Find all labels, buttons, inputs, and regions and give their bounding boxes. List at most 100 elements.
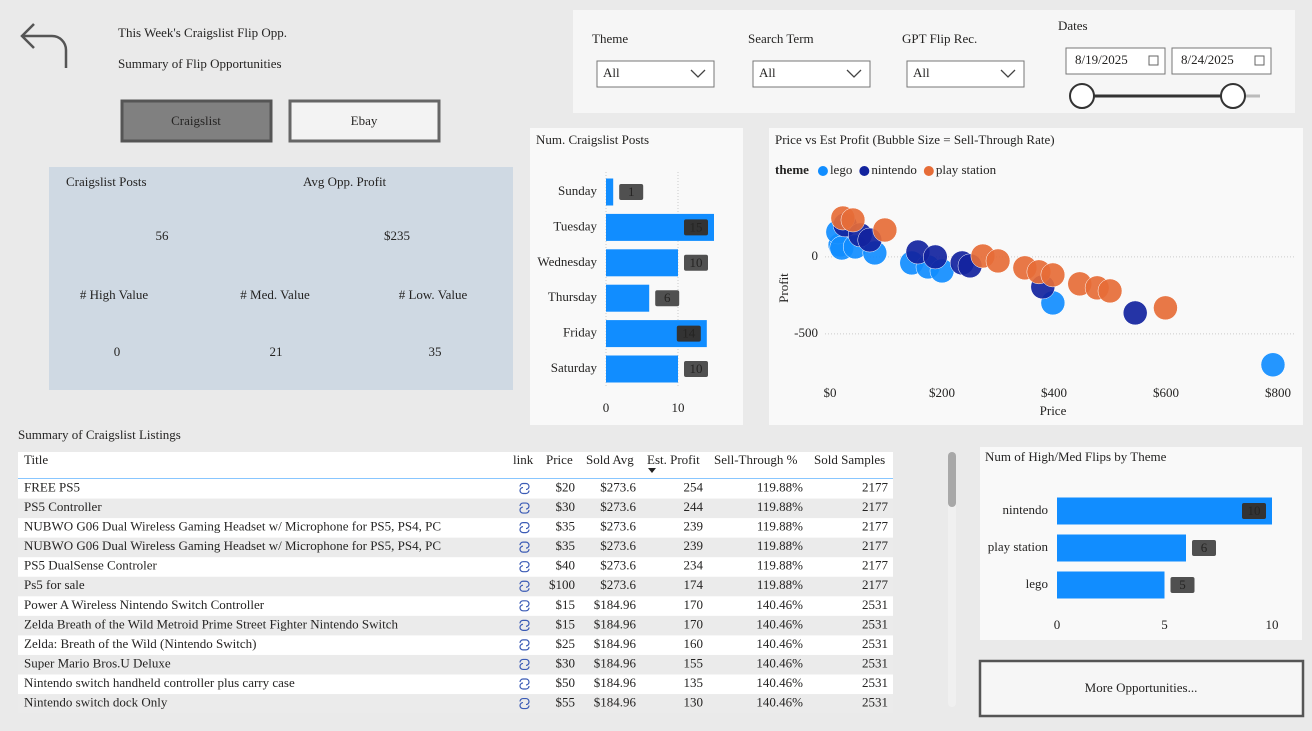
- data-label-box: [1170, 577, 1195, 593]
- x-tick-label: $0: [824, 385, 837, 400]
- category-label: Thursday: [548, 289, 598, 304]
- chevron: [1000, 69, 1016, 78]
- x-tick-label: $600: [1153, 385, 1179, 400]
- link-icon[interactable]: [519, 522, 530, 534]
- bar: [1057, 534, 1186, 562]
- row-stripe: [18, 576, 893, 597]
- link-icon[interactable]: [519, 619, 530, 631]
- column-header: Sell-Through %: [714, 452, 798, 467]
- filter-label: Theme: [592, 31, 628, 46]
- cell: 160: [684, 636, 704, 651]
- cell: NUBWO G06 Dual Wireless Gaming Headset w…: [24, 538, 441, 553]
- cell: 2531: [862, 655, 888, 670]
- cell: PS5 DualSense Controler: [24, 558, 158, 573]
- back-button[interactable]: [20, 23, 68, 68]
- tab-label: Ebay: [351, 113, 378, 128]
- cell: 155: [684, 655, 704, 670]
- cell: 140.46%: [756, 616, 803, 631]
- cell: $55: [556, 695, 576, 710]
- chevron: [690, 69, 706, 78]
- row-stripe: [18, 498, 893, 519]
- x-tick-label: 10: [672, 400, 685, 415]
- cell: 135: [684, 675, 704, 690]
- bar: [606, 178, 614, 206]
- category-label: play station: [988, 539, 1049, 554]
- kpi-value: 56: [156, 228, 170, 243]
- link-icon[interactable]: [519, 502, 530, 514]
- data-label: 14: [682, 326, 696, 341]
- link-icon[interactable]: [519, 482, 530, 495]
- cell: 170: [684, 616, 704, 631]
- bubble: [1260, 352, 1286, 378]
- cell: 2177: [862, 538, 889, 553]
- cell: 170: [684, 597, 704, 612]
- link-icon[interactable]: [519, 658, 530, 671]
- link-icon[interactable]: [519, 600, 530, 612]
- link-icon[interactable]: [519, 541, 530, 553]
- link-icon[interactable]: [519, 561, 530, 573]
- category-label: lego: [1026, 576, 1048, 591]
- column-header: Est. Profit: [647, 452, 700, 467]
- link-icon[interactable]: [519, 639, 530, 651]
- cell: $273.6: [600, 499, 636, 514]
- cell: $50: [556, 675, 576, 690]
- filter-label: Search Term: [748, 31, 814, 46]
- legend-marker: [817, 166, 828, 176]
- chart-title: Price vs Est Profit (Bubble Size = Sell-…: [775, 132, 1055, 147]
- cell: 140.46%: [756, 597, 803, 612]
- cell: 2531: [862, 675, 888, 690]
- cell: Super Mario Bros.U Deluxe: [24, 655, 171, 670]
- tab-craigslist[interactable]: [120, 99, 273, 143]
- row-stripe: [18, 694, 893, 714]
- subtitle: Summary of Flip Opportunities: [118, 56, 282, 71]
- y-tick-label: 0: [812, 248, 819, 263]
- bubble: [872, 217, 898, 243]
- link-icon[interactable]: [519, 678, 530, 690]
- cell: 119.88%: [757, 577, 803, 592]
- x-tick-label: 5: [1161, 617, 1168, 632]
- table-title: Summary of Craigslist Listings: [18, 427, 181, 442]
- cell: 239: [684, 519, 704, 534]
- tab-ebay[interactable]: [288, 99, 441, 143]
- kpi-value: $235: [384, 228, 410, 243]
- scroll-thumb[interactable]: [948, 452, 956, 507]
- bar: [606, 284, 650, 312]
- cell: 234: [684, 558, 704, 573]
- link-icon[interactable]: [519, 580, 530, 592]
- cell: 2177: [862, 519, 889, 534]
- cell: FREE PS5: [24, 479, 80, 494]
- cell: $100: [549, 577, 575, 592]
- data-label-box: [619, 184, 644, 200]
- cell: Nintendo switch dock Only: [24, 695, 168, 710]
- bubble: [1040, 262, 1066, 288]
- slider-handle[interactable]: [1220, 83, 1246, 109]
- cell: 2177: [862, 577, 889, 592]
- cell: 254: [684, 479, 704, 494]
- filter-label: GPT Flip Rec.: [902, 31, 977, 46]
- cell: $273.6: [600, 538, 636, 553]
- title: This Week's Craigslist Flip Opp.: [118, 25, 287, 40]
- category-label: Sunday: [558, 183, 598, 198]
- category-label: Friday: [563, 325, 597, 340]
- legend-label: nintendo: [871, 162, 917, 177]
- bubble: [840, 207, 866, 233]
- kpi-label: # Med. Value: [240, 287, 310, 302]
- date-value: 8/24/2025: [1181, 52, 1234, 67]
- data-label-box: [676, 325, 701, 342]
- legend-label: lego: [830, 162, 852, 177]
- cell: $15: [556, 616, 576, 631]
- x-tick-label: $800: [1265, 385, 1291, 400]
- tab-label: Craigslist: [171, 113, 221, 128]
- calendar-icon: [1148, 55, 1159, 66]
- kpi-label: # Low. Value: [399, 287, 468, 302]
- data-label-box: [1192, 540, 1216, 556]
- more-button[interactable]: [978, 659, 1305, 718]
- data-label: 10: [690, 361, 703, 376]
- link-icon[interactable]: [519, 697, 530, 710]
- category-label: Wednesday: [537, 254, 597, 269]
- dropdown-value: All: [913, 65, 930, 80]
- data-label-box: [655, 290, 680, 307]
- cell: $35: [556, 519, 576, 534]
- slider-handle[interactable]: [1069, 83, 1095, 109]
